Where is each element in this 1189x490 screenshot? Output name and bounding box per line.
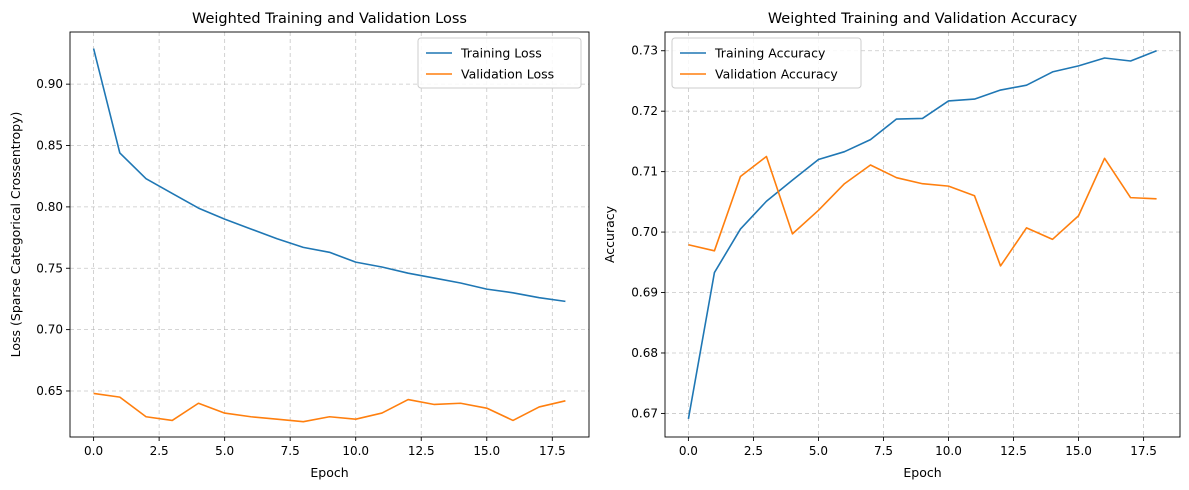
x-tick-label: 2.5	[744, 444, 763, 458]
chart-title: Weighted Training and Validation Loss	[192, 11, 467, 27]
y-axis-label: Accuracy	[602, 205, 617, 263]
x-tick-label: 0.0	[84, 444, 103, 458]
chart-panel-1: 0.0 2.5 5.0 7.5 10.0 12.5 15.0 17.5 0.65 0.70 0.75…	[8, 11, 590, 480]
x-tick-label: 15.0	[1065, 444, 1092, 458]
x-tick-label: 2.5	[150, 444, 169, 458]
series-line-training-accuracy	[687, 49, 1157, 420]
legend-box	[417, 37, 582, 89]
y-tick-label: 0.85	[36, 139, 63, 153]
x-tick-label: 15.0	[473, 444, 500, 458]
series-line-validation-accuracy	[688, 155, 1157, 267]
plot-frame	[69, 31, 590, 438]
y-tick-label: 0.73	[631, 44, 658, 58]
x-tick-label: 0.0	[679, 444, 698, 458]
y-tick-label: 0.71	[631, 165, 658, 179]
legend-label: Validation Loss	[461, 67, 554, 82]
x-tick-label: 17.5	[539, 444, 566, 458]
chart-title: Weighted Training and Validation Accurac…	[768, 11, 1078, 27]
x-tick-label: 5.0	[809, 444, 828, 458]
legend-label: Validation Accuracy	[715, 67, 838, 82]
y-tick-label: 0.70	[36, 323, 63, 337]
y-tick-label: 0.80	[36, 200, 63, 214]
x-tick-label: 7.5	[874, 444, 893, 458]
plot-frame	[664, 31, 1181, 438]
x-tick-label: 12.5	[408, 444, 435, 458]
legend: Training Loss Validation Loss	[417, 37, 582, 89]
legend-label: Training Accuracy	[714, 46, 826, 61]
legend-box	[671, 37, 862, 89]
legend: Training Accuracy Validation Accuracy	[671, 37, 862, 89]
x-tick-label: 10.0	[935, 444, 962, 458]
y-tick-label: 0.75	[36, 261, 63, 275]
y-tick-label: 0.65	[36, 384, 63, 398]
y-tick-label: 0.68	[631, 346, 658, 360]
y-axis-label: Loss (Sparse Categorical Crossentropy)	[8, 112, 23, 358]
x-tick-label: 10.0	[342, 444, 369, 458]
y-tick-label: 0.70	[631, 225, 658, 239]
x-tick-label: 17.5	[1130, 444, 1157, 458]
x-axis-label: Epoch	[903, 465, 941, 480]
x-tick-label: 7.5	[281, 444, 300, 458]
legend-label: Training Loss	[460, 46, 542, 61]
x-tick-label: 5.0	[215, 444, 234, 458]
series-line-training-loss	[92, 48, 566, 303]
x-axis-label: Epoch	[310, 465, 348, 480]
y-tick-label: 0.67	[631, 406, 658, 420]
y-tick-label: 0.72	[631, 104, 658, 118]
chart-panel-2: 0.0 2.5 5.0 7.5 10.0 12.5 15.0 17.5 0.67 0.68 0.69…	[602, 11, 1181, 480]
y-tick-label: 0.90	[36, 77, 63, 91]
x-tick-label: 12.5	[1000, 444, 1027, 458]
y-tick-label: 0.69	[631, 286, 658, 300]
series-line-validation-loss	[93, 392, 566, 423]
